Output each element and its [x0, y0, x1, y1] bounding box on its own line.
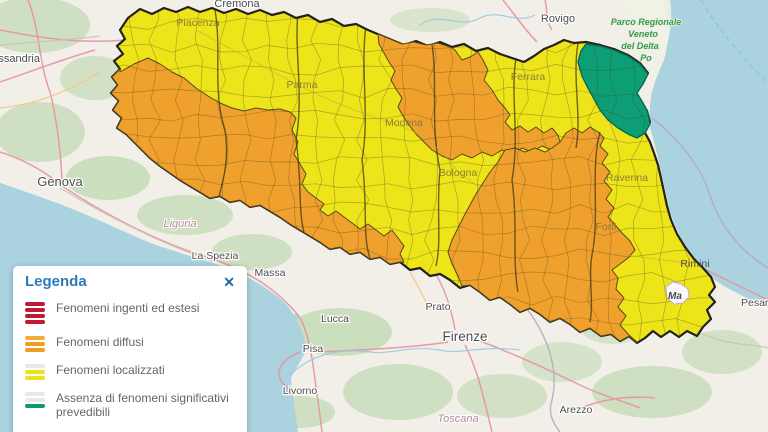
svg-text:Po: Po — [640, 53, 652, 63]
map-label-bologna: Bologna — [439, 167, 478, 179]
province-borders — [214, 9, 601, 323]
map-label-modena: Modena — [385, 117, 423, 129]
close-icon[interactable]: ✕ — [223, 273, 235, 290]
adriatic-sea — [649, 0, 768, 307]
maritime-admin-boundary — [651, 117, 768, 269]
map-label-piacenza: Piacenza — [176, 17, 219, 29]
svg-text:Veneto: Veneto — [628, 29, 658, 39]
san-marino-enclave — [665, 281, 690, 305]
map-label-arezzo: Arezzo — [560, 404, 593, 416]
svg-text:Parco Regionale: Parco Regionale — [611, 17, 682, 27]
legend-title: Legenda — [25, 273, 87, 290]
rivers — [289, 14, 536, 377]
map-label-massa: Massa — [255, 267, 286, 279]
alert-zone-orange-west[interactable] — [110, 57, 405, 265]
map-label-firenze: Firenze — [442, 329, 487, 344]
legend-panel: Legenda ✕ Fenomeni ingenti ed estesi Fen… — [13, 266, 247, 432]
legend-item-diffusi: Fenomeni diffusi — [25, 335, 235, 352]
map-label-cremona: Cremona — [214, 0, 260, 10]
map-label-parma: Parma — [287, 79, 318, 91]
map-label-prato: Prato — [425, 301, 450, 313]
legend-swatch-orange — [25, 336, 45, 352]
legend-item-localizzati: Fenomeni localizzati — [25, 363, 235, 380]
legend-item-label: Assenza di fenomeni significativi preved… — [56, 391, 229, 420]
map-label-ravenna: Ravenna — [606, 172, 648, 184]
map-label-pesaro: Pesaro — [741, 297, 768, 309]
legend-item-assenza: Assenza di fenomeni significativi preved… — [25, 391, 235, 419]
legend-swatch-red — [25, 302, 45, 324]
lake — [291, 314, 299, 320]
legend-item-label: Fenomeni localizzati — [56, 363, 165, 377]
map-label-lucca: Lucca — [321, 313, 349, 325]
alert-zone-green-delta[interactable] — [577, 43, 651, 139]
map-label-alessandria: Alessandria — [0, 53, 41, 65]
legend-item-label: Fenomeni ingenti ed estesi — [56, 301, 200, 315]
maritime-dashed-boundary — [700, 0, 768, 85]
map-label-park: Parco Regionale Veneto del Delta Po — [610, 16, 682, 64]
map-label-pisa: Pisa — [303, 343, 324, 355]
legend-swatch-green — [25, 392, 45, 408]
map-label-rovigo: Rovigo — [541, 13, 575, 25]
legend-swatch-yellow — [25, 364, 45, 380]
map-label-forli: Forlì — [596, 221, 617, 233]
po-delta-wetland — [618, 0, 672, 58]
map-label-genova: Genova — [37, 174, 83, 189]
map-label-ferrara: Ferrara — [511, 71, 546, 83]
svg-text:del Delta: del Delta — [621, 41, 659, 51]
via-emilia-road — [195, 29, 687, 264]
map-label-la-spezia: La Spezia — [192, 250, 239, 262]
map-label-livorno: Livorno — [283, 385, 318, 397]
map-label-san-marino: Ma — [668, 291, 682, 302]
legend-item-ingenti: Fenomeni ingenti ed estesi — [25, 301, 235, 324]
map-label-liguria: Liguria — [163, 218, 196, 230]
legend-item-label: Fenomeni diffusi — [56, 335, 144, 349]
map-label-rimini: Rimini — [680, 258, 709, 270]
alert-zone-orange-east[interactable] — [447, 126, 638, 344]
map-label-toscana: Toscana — [437, 413, 478, 425]
